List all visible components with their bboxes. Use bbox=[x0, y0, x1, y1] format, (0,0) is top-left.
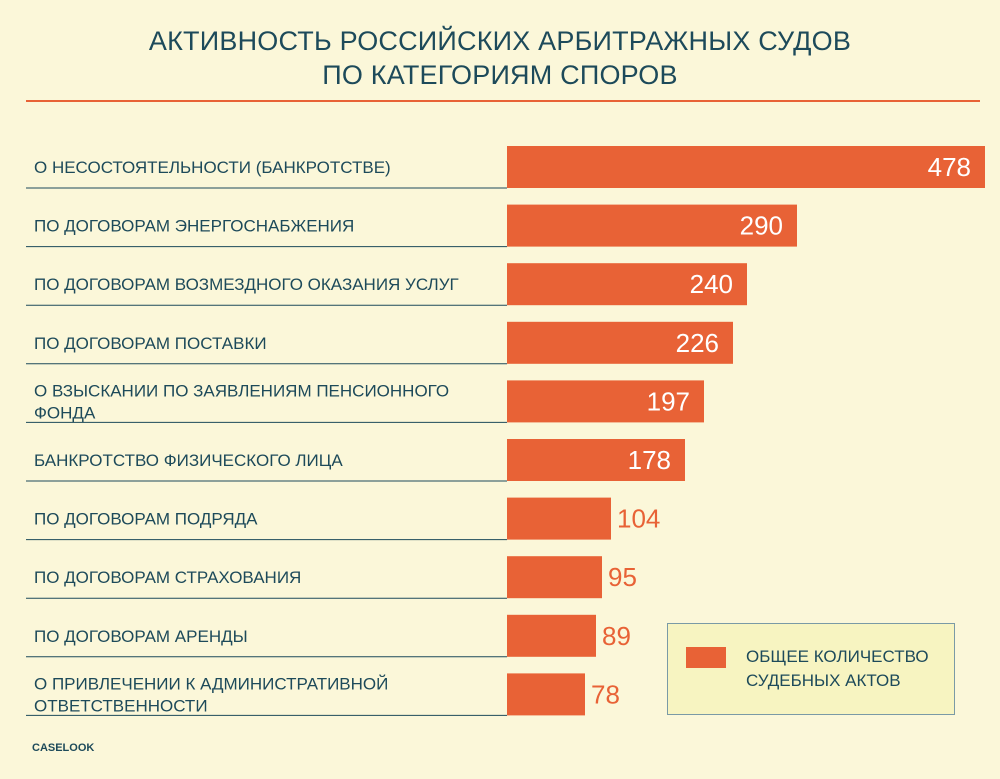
legend-label-line-2: СУДЕБНЫХ АКТОВ bbox=[746, 671, 901, 690]
value-label: 95 bbox=[608, 562, 637, 592]
value-label: 226 bbox=[676, 328, 719, 358]
source-credit: CASELOOK bbox=[32, 742, 95, 754]
value-label: 78 bbox=[591, 679, 620, 709]
chart-title-line-1: АКТИВНОСТЬ РОССИЙСКИХ АРБИТРАЖНЫХ СУДОВ bbox=[148, 26, 852, 56]
legend: ОБЩЕЕ КОЛИЧЕСТВО СУДЕБНЫХ АКТОВ bbox=[667, 623, 955, 715]
category-label: ПО ДОГОВОРАМ СТРАХОВАНИЯ bbox=[34, 568, 301, 587]
bar bbox=[507, 614, 596, 657]
bar bbox=[507, 321, 733, 364]
category-label: ПО ДОГОВОРАМ ЭНЕРГОСНАБЖЕНИЯ bbox=[34, 217, 354, 236]
category-label: ПО ДОГОВОРАМ ПОСТАВКИ bbox=[34, 334, 267, 353]
chart-title-line-2: ПО КАТЕГОРИЯМ СПОРОВ bbox=[322, 60, 678, 90]
category-label: ПО ДОГОВОРАМ АРЕНДЫ bbox=[34, 627, 248, 646]
category-label: О НЕСОСТОЯТЕЛЬНОСТИ (БАНКРОТСТВЕ) bbox=[34, 158, 391, 177]
title-divider bbox=[26, 100, 980, 102]
value-label: 178 bbox=[628, 445, 671, 475]
bar bbox=[507, 497, 611, 540]
category-label: БАНКРОТСТВО ФИЗИЧЕСКОГО ЛИЦА bbox=[34, 451, 343, 470]
value-label: 240 bbox=[690, 269, 733, 299]
category-label: ПО ДОГОВОРАМ ВОЗМЕЗДНОГО ОКАЗАНИЯ УСЛУГ bbox=[34, 275, 459, 294]
legend-swatch bbox=[686, 647, 726, 668]
value-label: 104 bbox=[617, 504, 660, 534]
value-label: 478 bbox=[928, 152, 971, 182]
bar bbox=[507, 673, 585, 716]
category-label: ПО ДОГОВОРАМ ПОДРЯДА bbox=[34, 510, 258, 529]
legend-label-line-1: ОБЩЕЕ КОЛИЧЕСТВО bbox=[746, 647, 929, 666]
bar bbox=[507, 204, 797, 247]
value-label: 197 bbox=[647, 386, 690, 416]
bar bbox=[507, 556, 602, 599]
bar bbox=[507, 380, 704, 423]
bar bbox=[507, 263, 747, 306]
category-label: О ПРИВЛЕЧЕНИИ К АДМИНИСТРАТИВНОЙ ОТВЕТСТВ… bbox=[34, 674, 388, 715]
legend-label: ОБЩЕЕ КОЛИЧЕСТВО СУДЕБНЫХ АКТОВ bbox=[746, 645, 946, 693]
bar bbox=[507, 146, 985, 188]
value-label: 89 bbox=[602, 621, 631, 651]
bar bbox=[507, 439, 685, 481]
value-label: 290 bbox=[740, 211, 783, 241]
category-label: О ВЗЫСКАНИИ ПО ЗАЯВЛЕНИЯМ ПЕНСИОННОГО ФОН… bbox=[34, 381, 449, 422]
chart-title: АКТИВНОСТЬ РОССИЙСКИХ АРБИТРАЖНЫХ СУДОВ … bbox=[0, 24, 1000, 92]
